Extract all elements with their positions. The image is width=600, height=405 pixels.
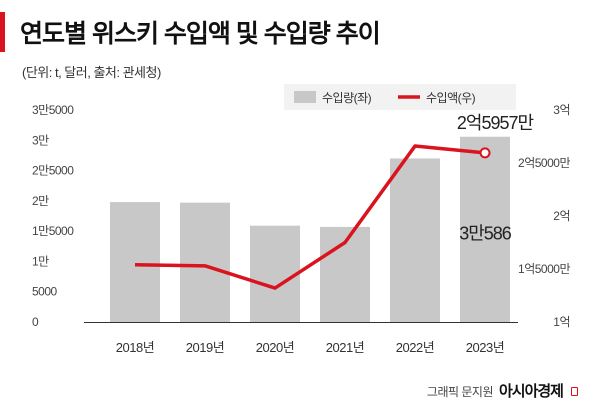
left-axis-tick-label: 2만 (32, 194, 49, 208)
right-axis-tick-label: 2억 (553, 209, 570, 223)
right-axis-tick-label: 1억 (553, 315, 570, 329)
right-axis-tick-label: 1억5000만 (518, 262, 570, 276)
chart-subtitle: (단위: t, 달러, 출처: 관세청) (22, 65, 161, 80)
legend-label-line: 수입액(우) (426, 91, 476, 105)
right-axis-tick-label: 2억5000만 (518, 156, 570, 170)
bar (250, 225, 300, 322)
left-axis-tick-label: 3만 (32, 133, 49, 147)
left-axis-tick-label: 1만5000 (32, 224, 74, 238)
bar (180, 202, 230, 322)
graphic-credit: 그래픽 문지원 (426, 385, 494, 399)
x-axis-tick-label: 2019년 (186, 340, 224, 355)
volume-2023-label: 3만586 (459, 224, 512, 244)
chart-title: 연도별 위스키 수입액 및 수입량 추이 (20, 20, 381, 48)
revenue-2023-label: 2억5957만 (457, 113, 534, 133)
title-accent-bar (0, 12, 5, 52)
right-axis-tick-label: 3억 (553, 103, 570, 117)
legend-label-bar: 수입량(좌) (322, 91, 372, 105)
x-axis-tick-label: 2018년 (116, 340, 154, 355)
left-axis-tick-label: 2만5000 (32, 164, 74, 178)
brand-mark-icon (571, 387, 578, 396)
bar (110, 202, 160, 322)
left-axis-tick-label: 1만 (32, 254, 49, 268)
left-axis-tick-label: 5000 (32, 285, 58, 299)
brand-logo: 아시아경제 (498, 383, 564, 400)
left-axis-tick-label: 3만5000 (32, 103, 74, 117)
bar (390, 158, 440, 322)
x-axis-tick-label: 2020년 (256, 340, 294, 355)
footer: 그래픽 문지원 아시아경제 (427, 380, 578, 401)
bar (460, 136, 510, 322)
left-axis-tick-label: 0 (32, 315, 39, 329)
legend-swatch-bar (294, 91, 316, 103)
x-axis-tick-label: 2021년 (326, 340, 364, 355)
revenue-line (134, 144, 486, 290)
revenue-end-marker (479, 147, 491, 159)
x-axis-tick-label: 2022년 (396, 340, 434, 355)
x-axis-tick-label: 2023년 (466, 340, 504, 355)
